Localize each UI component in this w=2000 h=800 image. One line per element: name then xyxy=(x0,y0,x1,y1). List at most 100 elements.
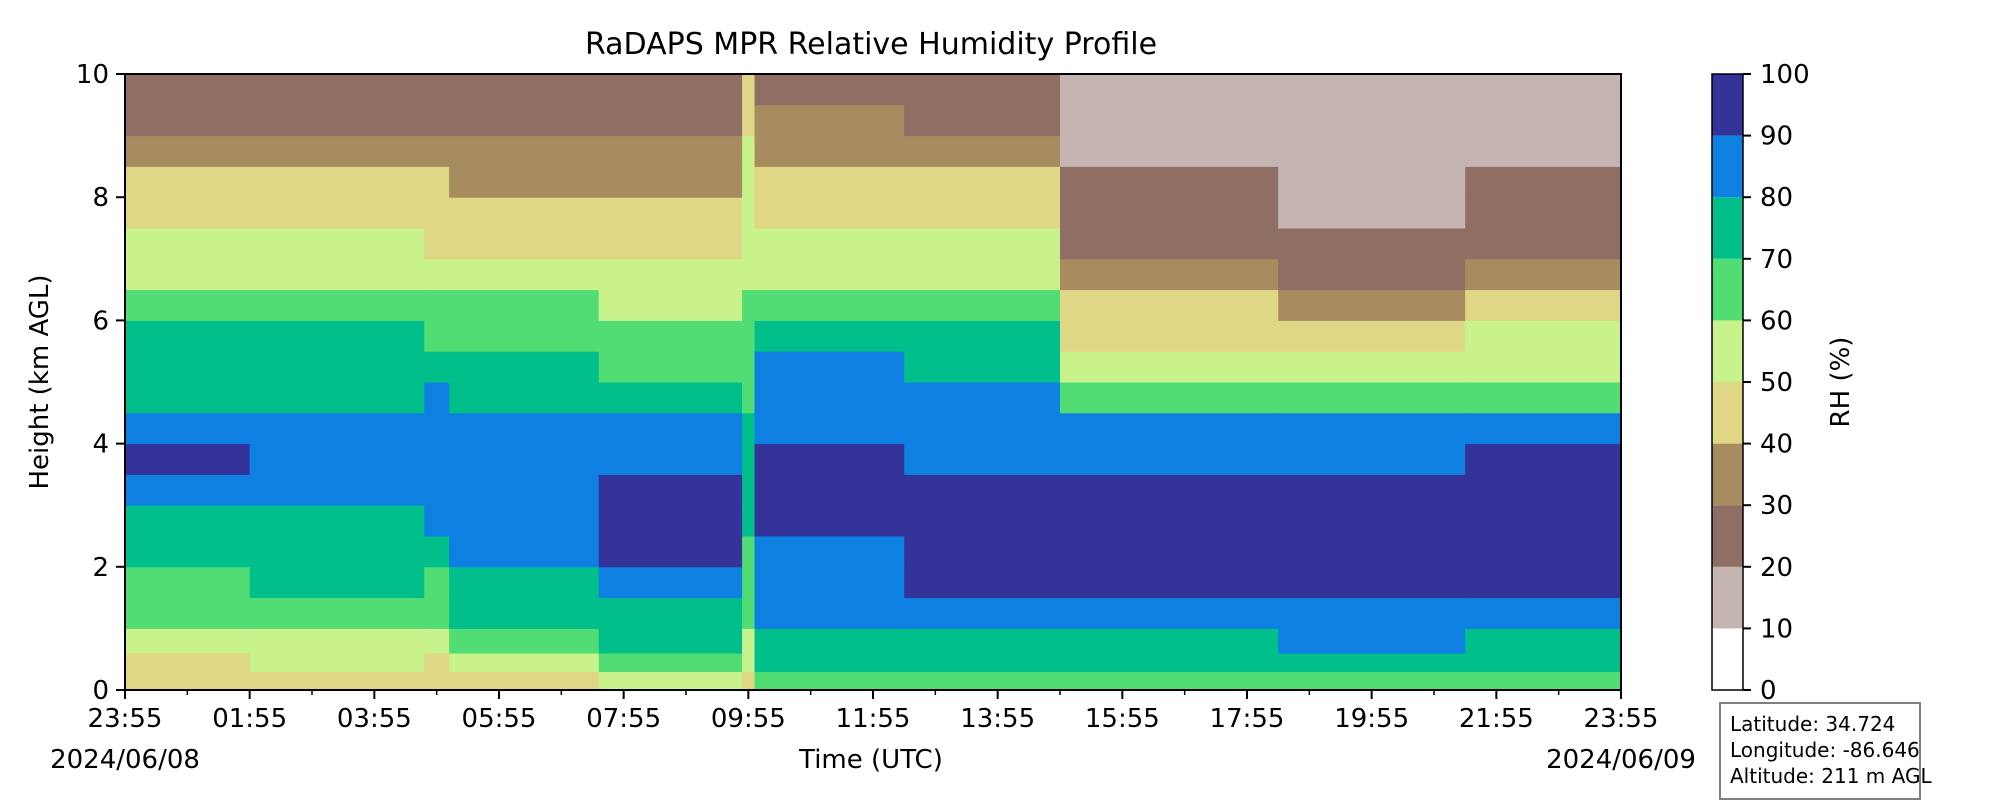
rh-cell xyxy=(754,505,905,537)
colorbar-swatch xyxy=(1712,320,1743,382)
rh-cell xyxy=(754,671,905,690)
rh-cell xyxy=(598,166,743,198)
colorbar-swatch xyxy=(1712,566,1743,629)
rh-cell xyxy=(125,197,251,229)
colorbar-swatch xyxy=(1712,258,1743,321)
colorbar-swatch xyxy=(1712,505,1743,567)
colorbar-swatch xyxy=(1712,382,1743,444)
rh-cell xyxy=(598,228,743,260)
rh-cell xyxy=(249,320,425,352)
rh-cell xyxy=(904,653,1061,673)
rh-cell xyxy=(1465,671,1621,690)
rh-cell xyxy=(754,653,905,673)
rh-cell xyxy=(424,74,450,106)
rh-cell xyxy=(1465,104,1621,137)
rh-cell xyxy=(1060,474,1279,506)
rh-cell xyxy=(598,258,743,291)
rh-cell xyxy=(904,474,1061,506)
rh-cell xyxy=(424,628,450,654)
rh-cell xyxy=(424,566,450,599)
rh-cell xyxy=(125,289,251,321)
rh-cell xyxy=(742,135,756,167)
rh-cell xyxy=(1278,382,1466,414)
rh-cell xyxy=(424,135,450,167)
rh-cell xyxy=(904,166,1061,198)
rh-cell xyxy=(1060,289,1279,321)
rh-cell xyxy=(449,597,600,629)
rh-cell xyxy=(742,505,756,537)
rh-cell xyxy=(1465,536,1621,568)
rh-cell xyxy=(125,474,251,506)
rh-cell xyxy=(904,228,1061,260)
rh-cell xyxy=(449,320,600,352)
rh-cell xyxy=(742,443,756,475)
rh-cell xyxy=(742,628,756,654)
rh-cell xyxy=(754,228,905,260)
rh-cell xyxy=(125,566,251,599)
rh-cell xyxy=(249,74,425,106)
rh-cell xyxy=(754,135,905,167)
rh-cell xyxy=(754,197,905,229)
rh-cell xyxy=(424,351,450,383)
rh-cell xyxy=(449,74,600,106)
altitude-text: Altitude: 211 m AGL xyxy=(1730,764,1932,788)
rh-cell xyxy=(1278,412,1466,445)
rh-cell xyxy=(904,74,1061,106)
rh-cell xyxy=(754,74,905,106)
colorbar-swatch xyxy=(1712,135,1743,198)
rh-cell xyxy=(754,443,905,475)
rh-cell xyxy=(742,536,756,568)
rh-cell xyxy=(1278,258,1466,291)
rh-profile-block xyxy=(1278,74,1466,690)
rh-cell xyxy=(598,351,743,383)
rh-cell xyxy=(449,566,600,599)
rh-profile-block xyxy=(424,74,450,690)
rh-cell xyxy=(125,351,251,383)
rh-cell xyxy=(598,566,743,599)
rh-cell xyxy=(598,443,743,475)
y-tick-label: 10 xyxy=(76,60,109,90)
x-axis: 23:55 01:55 03:55 05:55 07:55 09:55 11:55 13:55… xyxy=(88,690,1658,734)
colorbar-tick-label: 20 xyxy=(1760,553,1793,583)
rh-cell xyxy=(598,653,743,673)
rh-cell xyxy=(249,474,425,506)
x-tick-label: 19:55 xyxy=(1334,704,1409,734)
rh-cell xyxy=(1278,351,1466,383)
rh-cell xyxy=(754,412,905,445)
rh-cell xyxy=(1278,74,1466,106)
rh-cell xyxy=(904,505,1061,537)
colorbar-swatch xyxy=(1712,197,1743,259)
rh-cell xyxy=(449,412,600,445)
rh-cell xyxy=(125,628,251,654)
rh-cell xyxy=(1060,597,1279,629)
rh-cell xyxy=(754,566,905,599)
rh-cell xyxy=(1060,258,1279,291)
rh-cell xyxy=(754,320,905,352)
plot-area xyxy=(124,73,1622,691)
rh-cell xyxy=(125,412,251,445)
colorbar-tick-label: 30 xyxy=(1760,491,1793,521)
colorbar-label: RH (%) xyxy=(1826,337,1856,428)
rh-cell xyxy=(449,653,600,673)
rh-cell xyxy=(598,597,743,629)
rh-cell xyxy=(742,197,756,229)
rh-cell xyxy=(1060,197,1279,229)
latitude-text: Latitude: 34.724 xyxy=(1730,712,1896,736)
rh-cell xyxy=(249,412,425,445)
rh-cell xyxy=(449,166,600,198)
rh-cell xyxy=(1278,628,1466,654)
rh-cell xyxy=(598,289,743,321)
rh-cell xyxy=(249,382,425,414)
rh-cell xyxy=(449,505,600,537)
colorbar-tick-label: 70 xyxy=(1760,245,1793,275)
rh-cell xyxy=(742,382,756,414)
rh-cell xyxy=(1060,443,1279,475)
rh-cell xyxy=(1465,74,1621,106)
rh-cell xyxy=(598,505,743,537)
rh-cell xyxy=(449,351,600,383)
rh-cell xyxy=(1278,228,1466,260)
rh-cell xyxy=(1465,566,1621,599)
rh-cell xyxy=(598,104,743,137)
rh-cell xyxy=(742,351,756,383)
rh-cell xyxy=(1278,289,1466,321)
